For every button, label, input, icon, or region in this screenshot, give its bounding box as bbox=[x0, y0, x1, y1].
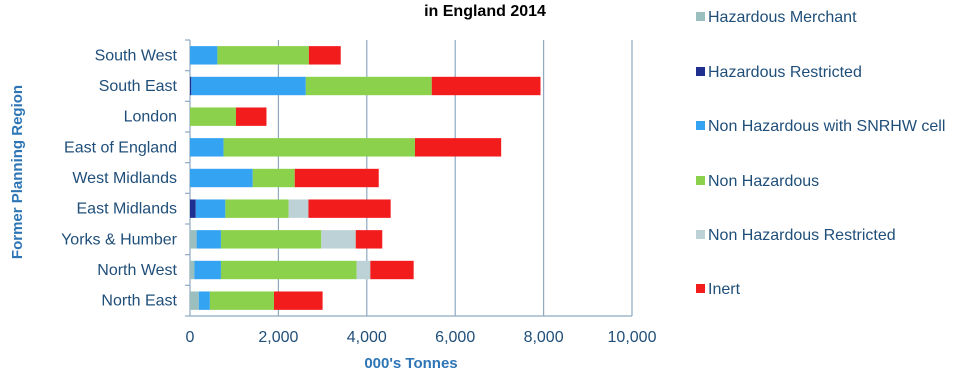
category-label: North East bbox=[101, 293, 177, 310]
category-label: Yorks & Humber bbox=[61, 231, 178, 248]
x-tick-label: 2,000 bbox=[258, 329, 298, 346]
x-tick-labels: 0 2,000 4,000 6,000 8,000 10,000 bbox=[186, 329, 657, 346]
bar-segment bbox=[308, 46, 341, 65]
chart-title: in England 2014 bbox=[424, 3, 546, 20]
bar-segment bbox=[321, 230, 356, 249]
x-tick-label: 4,000 bbox=[347, 329, 387, 346]
bar-segment bbox=[190, 107, 236, 126]
bar-segment bbox=[288, 199, 309, 218]
bar-segment bbox=[209, 291, 274, 310]
bar-segment bbox=[294, 168, 379, 188]
category-label: South East bbox=[99, 78, 178, 95]
legend-swatch bbox=[696, 12, 705, 21]
category-label: West Midlands bbox=[72, 170, 177, 187]
bar-segment bbox=[220, 230, 322, 249]
bar-segment bbox=[273, 291, 323, 310]
bars bbox=[190, 46, 541, 310]
bar-segment bbox=[414, 138, 502, 157]
bar-segment bbox=[308, 199, 391, 218]
category-label: East Midlands bbox=[77, 201, 178, 218]
category-label: London bbox=[124, 109, 177, 126]
legend-swatch bbox=[696, 176, 705, 185]
x-tick-label: 6,000 bbox=[435, 329, 475, 346]
bar-segment bbox=[190, 168, 253, 188]
bar-segment bbox=[190, 76, 192, 96]
legend-swatch bbox=[696, 121, 705, 130]
bar-segment bbox=[305, 76, 432, 96]
bar-segment bbox=[356, 260, 371, 280]
legend-label: Non Hazardous with SNRHW cell bbox=[708, 118, 946, 135]
bar-segment bbox=[190, 260, 195, 280]
legend-swatch bbox=[696, 284, 705, 293]
bar-segment bbox=[355, 230, 383, 249]
legend-label: Hazardous Restricted bbox=[708, 64, 862, 81]
bar-segment bbox=[190, 46, 218, 65]
bar-segment bbox=[217, 46, 309, 65]
legend-swatch bbox=[696, 67, 705, 76]
bar-segment bbox=[194, 260, 221, 280]
bar-segment bbox=[225, 199, 289, 218]
legend: Hazardous Merchant Hazardous Restricted … bbox=[696, 0, 955, 372]
bar-segment bbox=[190, 291, 199, 310]
y-axis-title: Former Planning Region bbox=[9, 85, 26, 259]
legend-label: Non Hazardous bbox=[708, 173, 820, 190]
x-tick-label: 0 bbox=[186, 329, 195, 346]
bar-segment bbox=[235, 107, 267, 126]
bar-segment bbox=[195, 199, 226, 218]
bar-segment bbox=[190, 199, 196, 218]
bar-segment bbox=[220, 260, 357, 280]
bar-segment bbox=[198, 291, 210, 310]
x-tick-label: 10,000 bbox=[608, 329, 657, 346]
legend-label: Non Hazardous Restricted bbox=[708, 227, 896, 244]
x-tick-label: 8,000 bbox=[524, 329, 564, 346]
legend-swatch bbox=[696, 230, 705, 239]
category-labels: North East North West Yorks & Humber East M… bbox=[61, 47, 178, 309]
x-axis-title: 000's Tonnes bbox=[364, 355, 457, 372]
legend-label: Inert bbox=[708, 281, 741, 298]
bar-segment bbox=[196, 230, 221, 249]
bar-segment bbox=[370, 260, 414, 280]
category-label: South West bbox=[95, 47, 178, 64]
bar-segment bbox=[191, 76, 306, 96]
bar-segment bbox=[223, 138, 415, 157]
bar-segment bbox=[190, 230, 197, 249]
legend-label: Hazardous Merchant bbox=[708, 9, 857, 26]
bar-segment bbox=[190, 138, 224, 157]
category-label: North West bbox=[97, 262, 177, 279]
category-label: East of England bbox=[64, 139, 177, 156]
bar-segment bbox=[431, 76, 541, 96]
bar-segment bbox=[252, 168, 295, 188]
